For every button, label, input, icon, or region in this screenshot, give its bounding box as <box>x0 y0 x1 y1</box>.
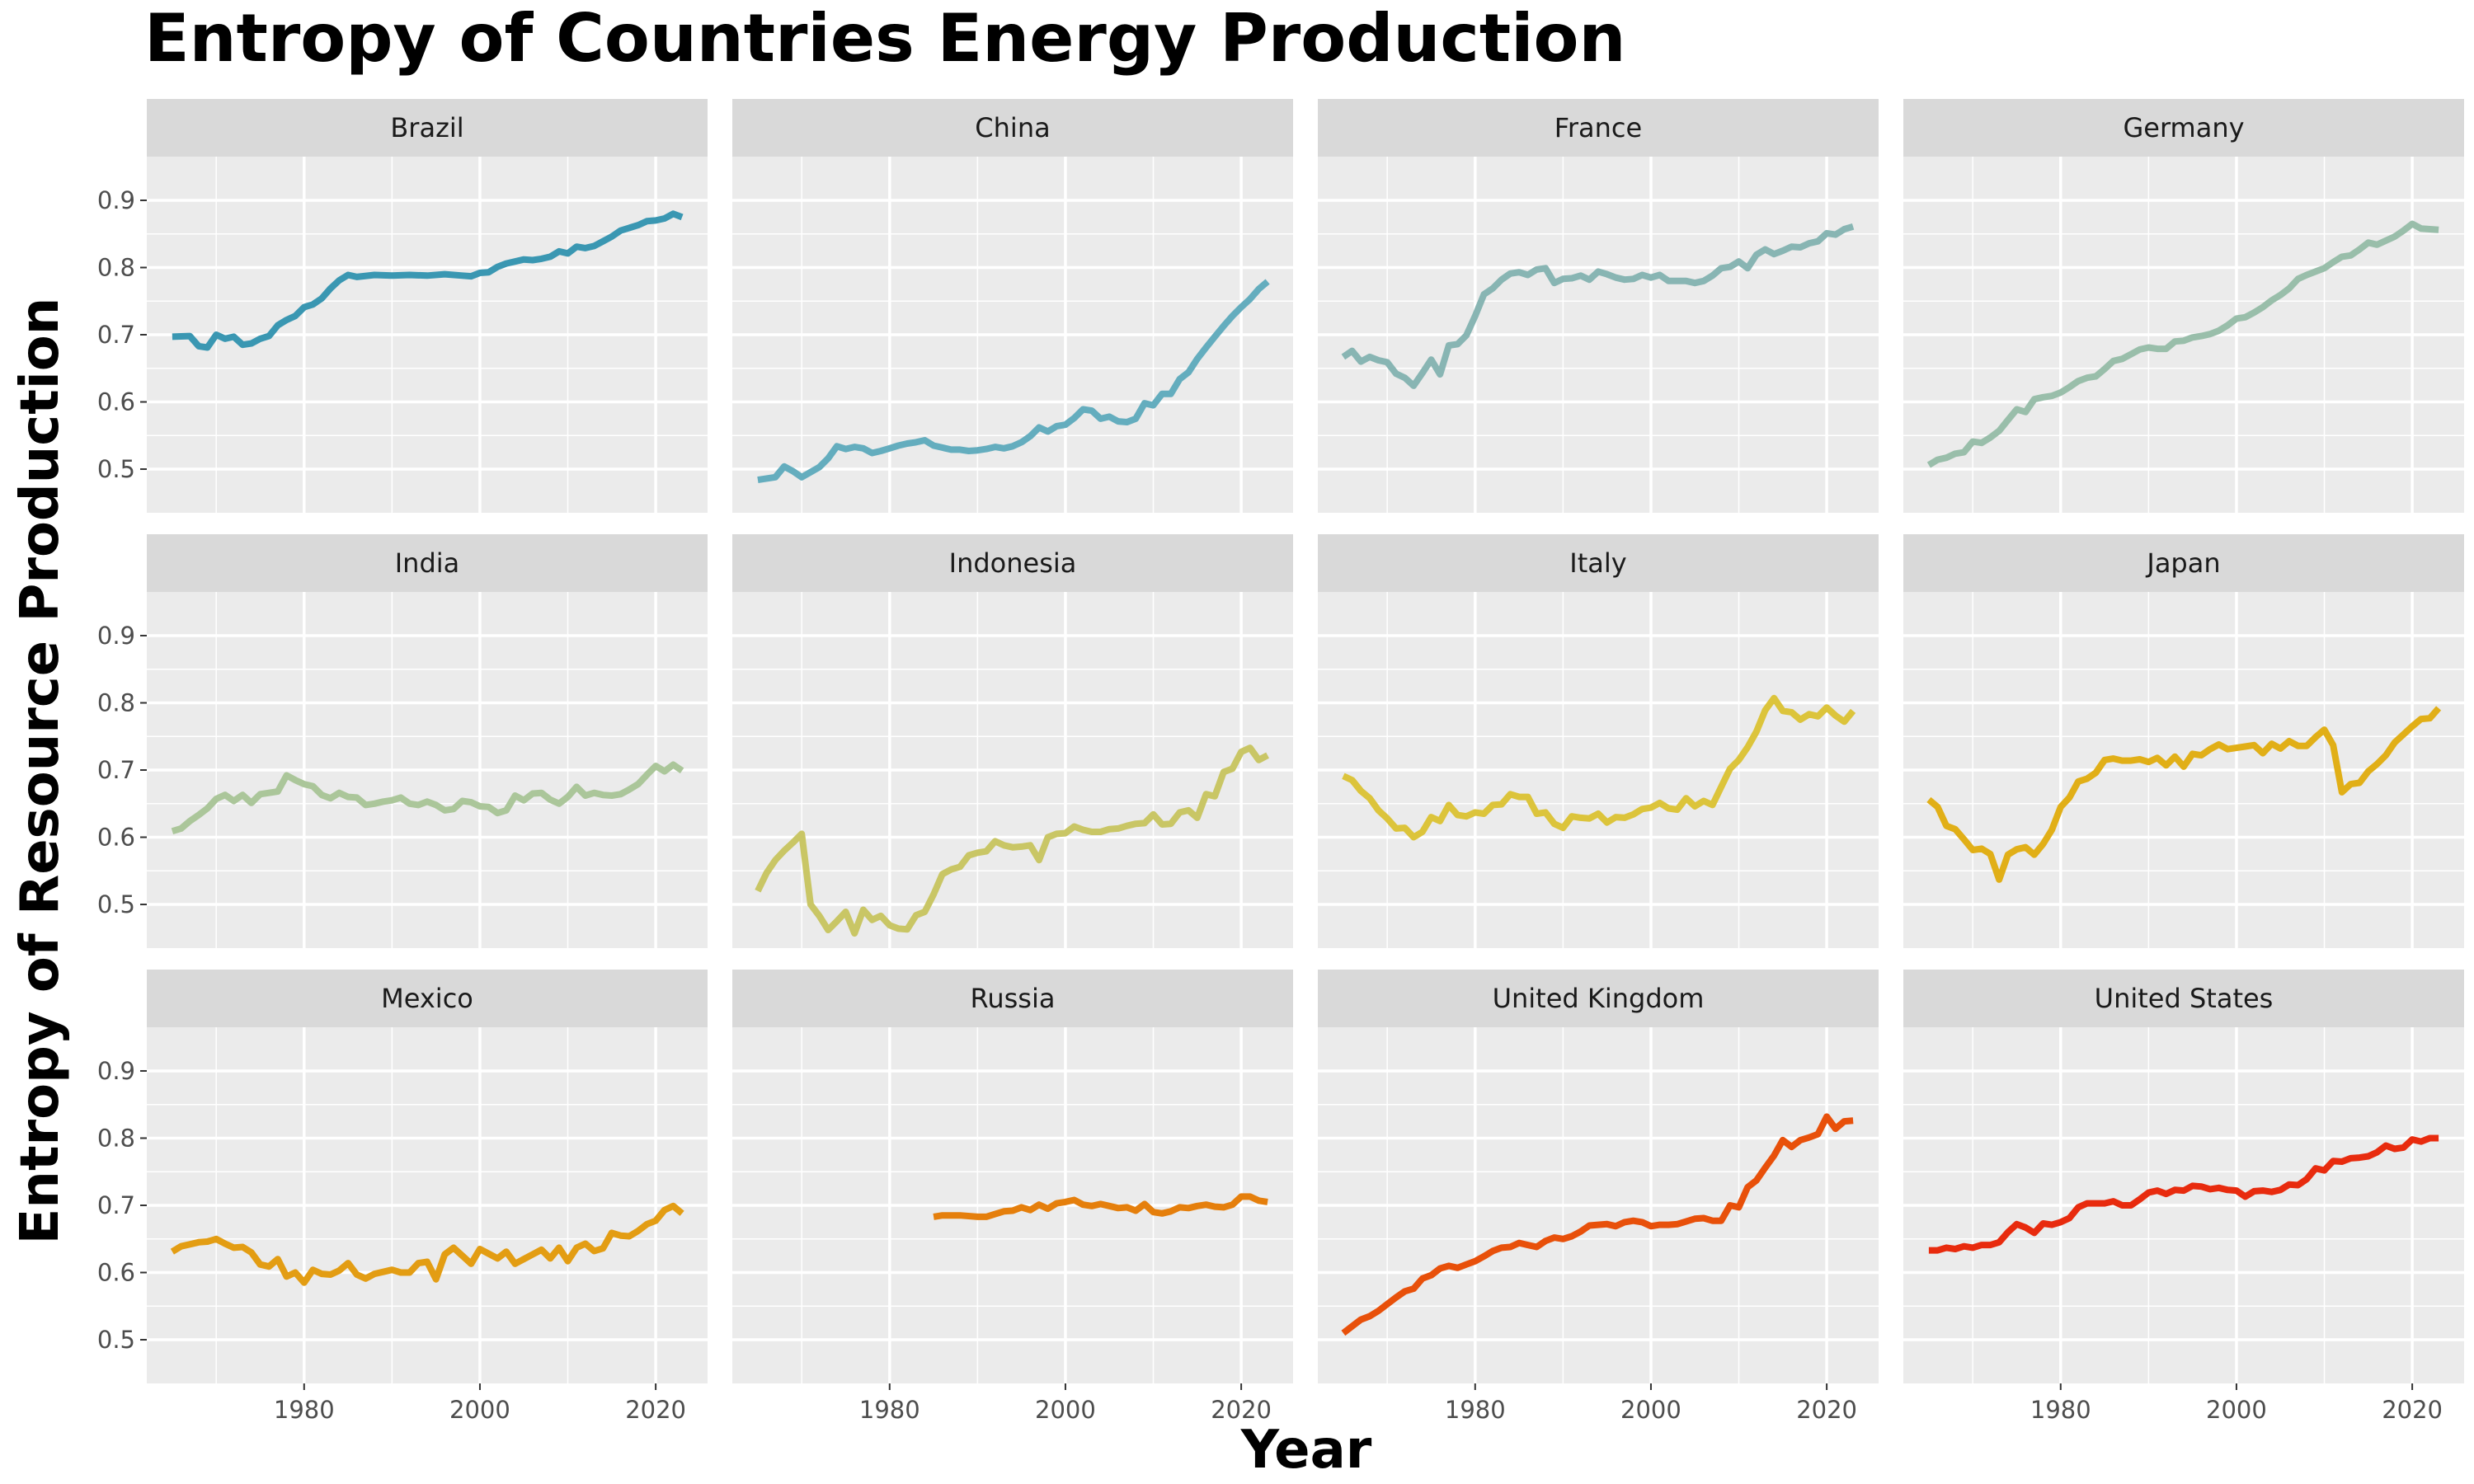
facet-panel: Russia 1980 2000 2020 <box>732 970 1293 1424</box>
y-tick-label: 0.5 <box>97 1326 135 1354</box>
x-tick-label: 1980 <box>859 1396 920 1424</box>
facet-panel: China <box>732 99 1293 513</box>
x-tick-label: 1980 <box>274 1396 335 1424</box>
facet-strip-label: Brazil <box>390 112 463 143</box>
y-tick-label: 0.7 <box>97 321 135 349</box>
x-tick-label: 2000 <box>1035 1396 1096 1424</box>
facet-panel: Indonesia <box>732 534 1293 948</box>
x-axis-title: Year <box>1240 1420 1372 1481</box>
x-tick-label: 2020 <box>1211 1396 1272 1424</box>
facet-strip-label: United Kingdom <box>1493 983 1705 1014</box>
x-tick-label: 2020 <box>2382 1396 2443 1424</box>
x-tick-label: 2000 <box>2206 1396 2267 1424</box>
y-tick-label: 0.8 <box>97 253 135 281</box>
facet-strip-label: India <box>395 547 460 579</box>
facet-panels: Brazil 0.5 0.6 0.7 0.8 0.9 China France Germany I… <box>97 99 2464 1424</box>
x-tick-label: 2020 <box>1796 1396 1857 1424</box>
y-tick-label: 0.8 <box>97 1124 135 1152</box>
x-tick-label: 1980 <box>1445 1396 1506 1424</box>
facet-panel: United Kingdom 1980 2000 2020 <box>1318 970 1879 1424</box>
facet-strip-label: France <box>1554 112 1642 143</box>
facet-strip-label: Italy <box>1569 547 1626 579</box>
y-tick-label: 0.9 <box>97 186 135 214</box>
facet-panel: Mexico 0.5 0.6 0.7 0.8 0.9 1980 2000 2020 <box>97 970 708 1424</box>
y-tick-label: 0.5 <box>97 455 135 483</box>
y-tick-label: 0.9 <box>97 1057 135 1085</box>
facet-panel: Brazil 0.5 0.6 0.7 0.8 0.9 <box>97 99 708 513</box>
y-tick-label: 0.6 <box>97 824 135 852</box>
y-tick-label: 0.5 <box>97 890 135 918</box>
y-tick-label: 0.7 <box>97 756 135 784</box>
y-axis-title: Entropy of Resource Production <box>10 298 71 1245</box>
x-tick-label: 2020 <box>625 1396 686 1424</box>
facet-panel: United States 1980 2000 2020 <box>1903 970 2464 1424</box>
y-tick-label: 0.7 <box>97 1191 135 1219</box>
chart-title: Entropy of Countries Energy Production <box>144 0 1625 77</box>
facet-panel: Germany <box>1903 99 2464 513</box>
facet-strip-label: United States <box>2095 983 2274 1014</box>
y-tick-label: 0.6 <box>97 388 135 416</box>
facet-strip-label: Mexico <box>381 983 473 1014</box>
facet-strip-label: Russia <box>971 983 1056 1014</box>
facet-strip-label: Indonesia <box>949 547 1077 579</box>
y-tick-label: 0.6 <box>97 1259 135 1287</box>
x-tick-label: 1980 <box>2030 1396 2091 1424</box>
y-tick-label: 0.8 <box>97 688 135 716</box>
x-tick-label: 2000 <box>449 1396 510 1424</box>
facet-strip-label: Japan <box>2145 547 2220 579</box>
facet-strip-label: Germany <box>2123 112 2244 143</box>
facet-panel: France <box>1318 99 1879 513</box>
facet-panel: Italy <box>1318 534 1879 948</box>
facet-panel: Japan <box>1903 534 2464 948</box>
facet-panel: India 0.5 0.6 0.7 0.8 0.9 <box>97 534 708 948</box>
x-tick-label: 2000 <box>1620 1396 1681 1424</box>
y-tick-label: 0.9 <box>97 622 135 650</box>
facet-strip-label: China <box>975 112 1050 143</box>
